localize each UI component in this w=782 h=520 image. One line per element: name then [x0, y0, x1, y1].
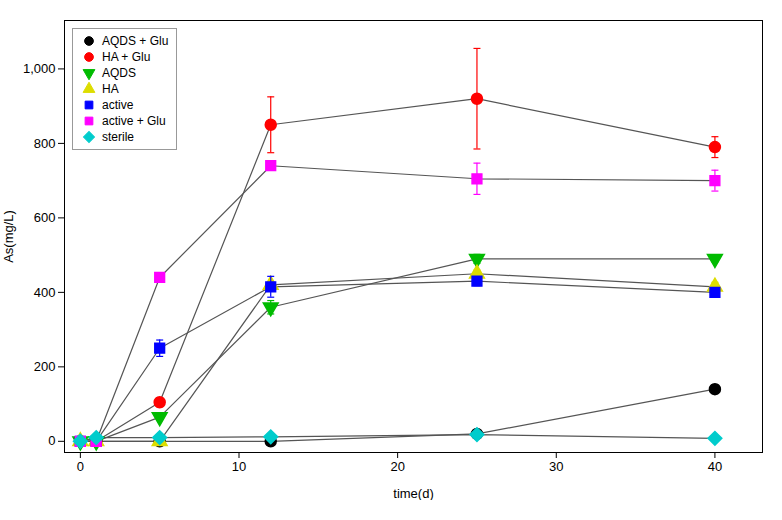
svg-text:20: 20 — [390, 459, 404, 474]
svg-text:0: 0 — [77, 459, 84, 474]
html-text:active + Glu: active + Glu — [102, 114, 166, 128]
html-text:HA + Glu: HA + Glu — [102, 50, 151, 64]
html-text:sterile: sterile — [102, 130, 134, 144]
svg-text:200: 200 — [34, 359, 56, 374]
svg-text:400: 400 — [34, 285, 56, 300]
html-text:AQDS: AQDS — [102, 66, 136, 80]
svg-text:600: 600 — [34, 210, 56, 225]
html-text:active: active — [102, 98, 134, 112]
svg-text:40: 40 — [708, 459, 722, 474]
svg-text:As(mg/L): As(mg/L) — [1, 210, 16, 263]
svg-text:30: 30 — [549, 459, 563, 474]
svg-text:0: 0 — [48, 433, 55, 448]
svg-text:800: 800 — [34, 136, 56, 151]
svg-text:1,000: 1,000 — [23, 61, 56, 76]
html-text:AQDS + Glu: AQDS + Glu — [102, 34, 169, 48]
svg-text:time(d): time(d) — [393, 486, 433, 501]
svg-text:10: 10 — [232, 459, 246, 474]
html-text:HA: HA — [102, 82, 119, 96]
